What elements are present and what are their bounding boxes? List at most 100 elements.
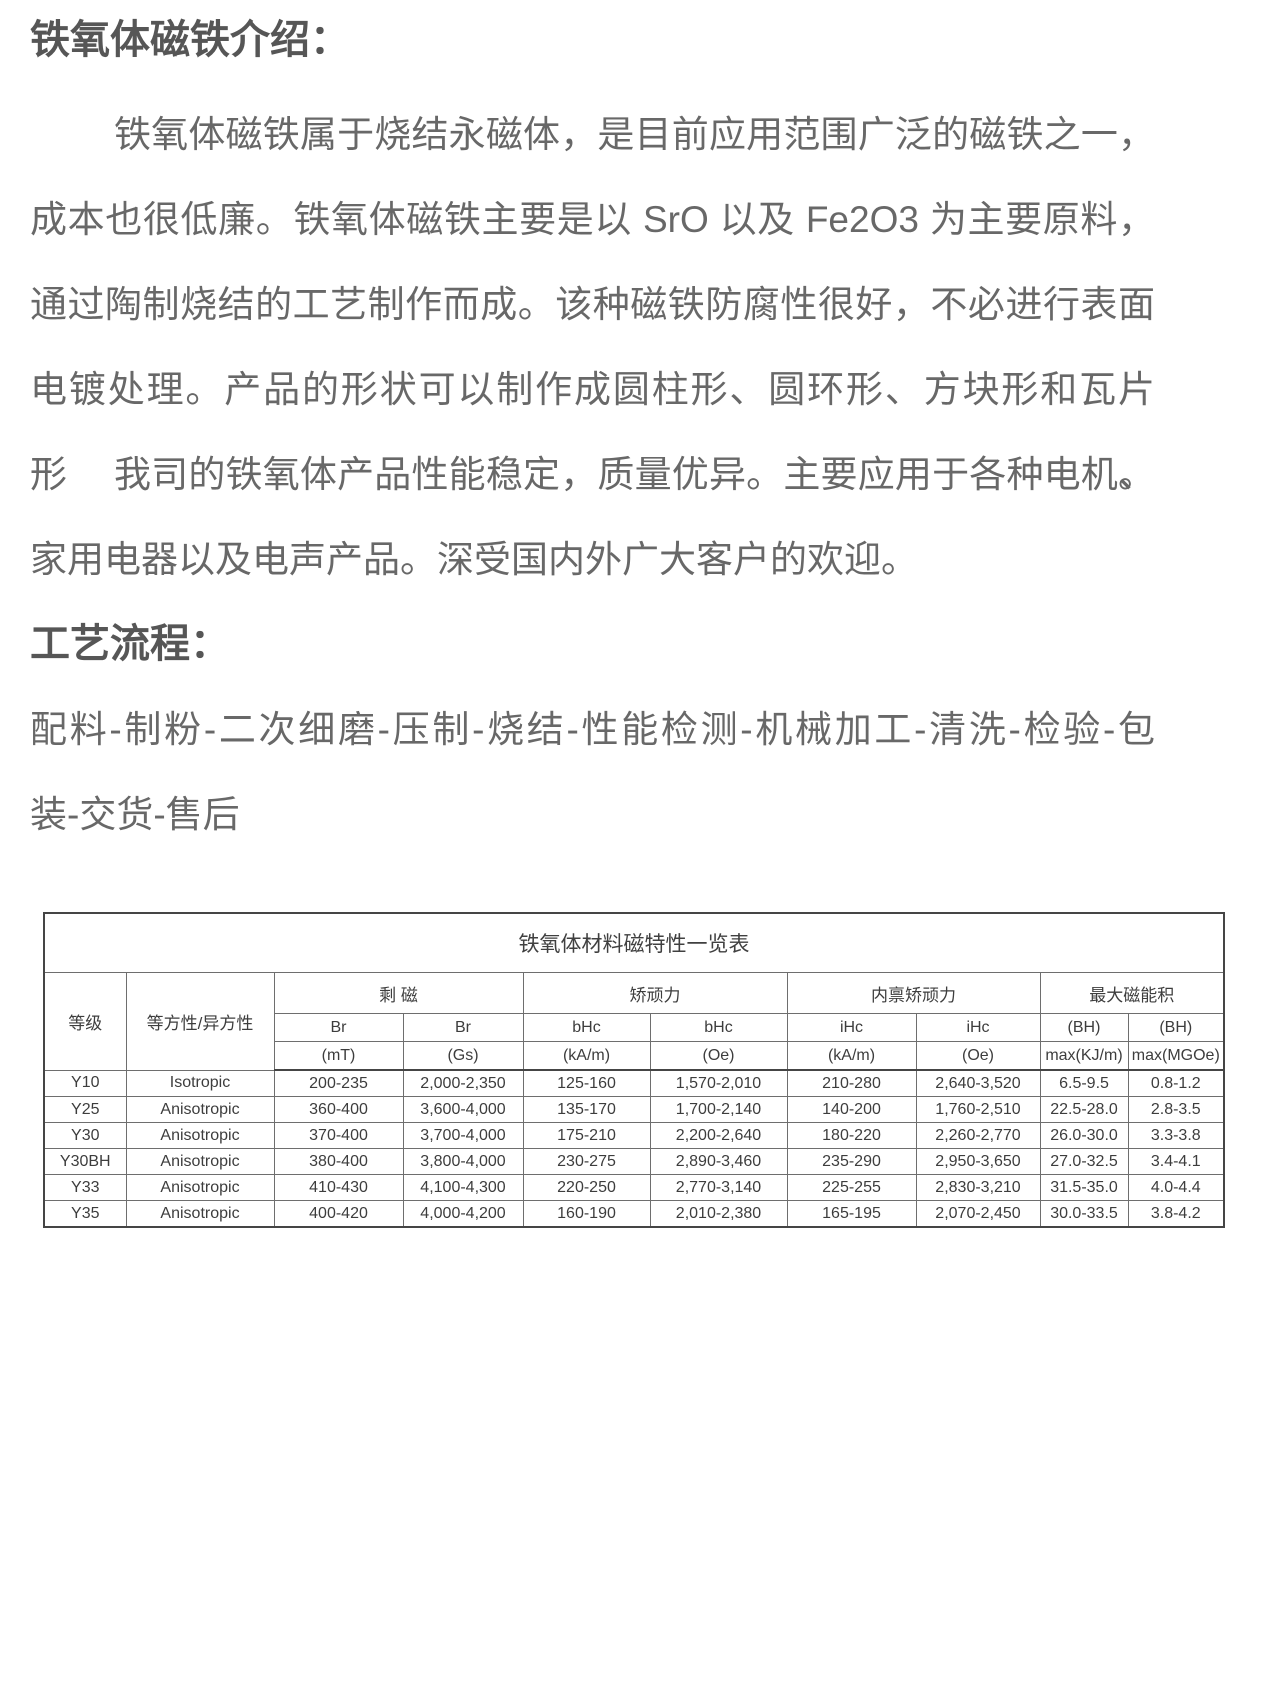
grade-cell: Y10 [43,1069,127,1097]
column-header: bHc [649,1013,788,1042]
value-cell: 400-420 [273,1200,404,1228]
value-cell: 380-400 [273,1148,404,1175]
value-cell: 140-200 [786,1096,917,1123]
table-row: Y30 Anisotropic 370-400 3,700-4,000 175-… [43,1122,1225,1149]
value-cell: 2,260-2,770 [915,1122,1041,1149]
value-cell: 125-160 [522,1069,651,1097]
ferrite-spec-table: 铁氧体材料磁特性一览表 等级 等方性/异方性 剩 磁 矫顽力 内禀矫顽力 最大磁… [43,912,1226,1228]
value-cell: 220-250 [522,1174,651,1201]
value-cell: 230-275 [522,1148,651,1175]
value-cell: 27.0-32.5 [1039,1148,1129,1175]
grade-cell: Y30BH [43,1148,127,1175]
value-cell: 4,000-4,200 [402,1200,524,1228]
table-row: Y30BH Anisotropic 380-400 3,800-4,000 23… [43,1148,1225,1175]
process-line: 装-交货-售后 [30,794,240,835]
paragraph-line: 我司的铁氧体产品性能稳定，质量优异。主要应用于各种电机、 [114,454,1155,495]
value-cell: 1,700-2,140 [649,1096,788,1123]
table-unit-header-row: (mT) (Gs) (kA/m) (Oe) (kA/m) (Oe) max(KJ… [44,1041,1225,1071]
value-cell: 3,700-4,000 [402,1122,524,1149]
process-line: 配料-制粉-二次细磨-压制-烧结-性能检测-机械加工-清洗-检验-包 [30,709,1155,750]
column-group-coercivity: 矫顽力 [522,972,788,1014]
column-group-intrinsic-coercivity: 内禀矫顽力 [786,972,1041,1014]
value-cell: 2,000-2,350 [402,1069,524,1097]
value-cell: 1,760-2,510 [915,1096,1041,1123]
value-cell: 175-210 [522,1122,651,1149]
value-cell: 135-170 [522,1096,651,1123]
company-paragraph: 我司的铁氧体产品性能稳定，质量优异。主要应用于各种电机、 家用电器以及电声产品。… [0,432,1287,602]
value-cell: 0.8-1.2 [1127,1069,1225,1097]
column-header: (BH) [1039,1013,1129,1042]
spec-table-wrapper: 铁氧体材料磁特性一览表 等级 等方性/异方性 剩 磁 矫顽力 内禀矫顽力 最大磁… [43,912,1287,1228]
paragraph-line: 电镀处理。产品的形状可以制作成圆柱形、圆环形、方块形和瓦片形。 [30,369,1155,495]
column-unit: (Gs) [402,1041,524,1071]
isotropy-cell: Anisotropic [125,1174,275,1201]
value-cell: 22.5-28.0 [1039,1096,1129,1123]
column-unit: (mT) [273,1041,404,1071]
paragraph-line: 通过陶制烧结的工艺制作而成。该种磁铁防腐性很好，不必进行表面 [30,284,1155,325]
grade-cell: Y35 [43,1200,127,1228]
value-cell: 2.8-3.5 [1127,1096,1225,1123]
column-header: bHc [522,1013,651,1042]
table-row: Y25 Anisotropic 360-400 3,600-4,000 135-… [43,1096,1225,1123]
column-unit: (Oe) [915,1041,1041,1071]
value-cell: 3.3-3.8 [1127,1122,1225,1149]
table-sub-header-row: Br Br bHc bHc iHc iHc (BH) (BH) [44,1013,1225,1042]
value-cell: 2,070-2,450 [915,1200,1041,1228]
value-cell: 30.0-33.5 [1039,1200,1129,1228]
isotropy-cell: Anisotropic [125,1148,275,1175]
paragraph-line: 家用电器以及电声产品。深受国内外广大客户的欢迎。 [30,539,918,580]
column-unit: max(KJ/m) [1039,1041,1129,1071]
intro-heading: 铁氧体磁铁介绍： [30,18,350,62]
value-cell: 200-235 [273,1069,404,1097]
value-cell: 3,800-4,000 [402,1148,524,1175]
column-header-isotropy: 等方性/异方性 [125,972,275,1071]
value-cell: 2,950-3,650 [915,1148,1041,1175]
value-cell: 2,010-2,380 [649,1200,788,1228]
grade-cell: Y30 [43,1122,127,1149]
isotropy-cell: Anisotropic [125,1122,275,1149]
intro-paragraph: 铁氧体磁铁属于烧结永磁体，是目前应用范围广泛的磁铁之一， 成本也很低廉。铁氧体磁… [0,92,1287,495]
value-cell: 165-195 [786,1200,917,1228]
column-header: iHc [786,1013,917,1042]
table-title: 铁氧体材料磁特性一览表 [43,912,1225,973]
table-group-header-row: 等级 等方性/异方性 剩 磁 矫顽力 内禀矫顽力 最大磁能积 [43,972,1225,1071]
table-row: Y10 Isotropic 200-235 2,000-2,350 125-16… [43,1069,1225,1097]
value-cell: 410-430 [273,1174,404,1201]
column-header: (BH) [1127,1013,1225,1042]
value-cell: 160-190 [522,1200,651,1228]
column-header: iHc [915,1013,1041,1042]
table-title-row: 铁氧体材料磁特性一览表 [43,912,1225,973]
column-group-remanence: 剩 磁 [273,972,524,1014]
column-unit: (Oe) [649,1041,788,1071]
value-cell: 210-280 [786,1069,917,1097]
paragraph-line: 成本也很低廉。铁氧体磁铁主要是以 SrO 以及 Fe2O3 为主要原料， [30,199,1155,240]
grade-cell: Y33 [43,1174,127,1201]
process-paragraph: 配料-制粉-二次细磨-压制-烧结-性能检测-机械加工-清洗-检验-包 装-交货-… [0,687,1287,857]
column-header: Br [273,1013,404,1042]
value-cell: 1,570-2,010 [649,1069,788,1097]
value-cell: 3.8-4.2 [1127,1200,1225,1228]
isotropy-cell: Anisotropic [125,1096,275,1123]
value-cell: 180-220 [786,1122,917,1149]
column-unit: (kA/m) [522,1041,651,1071]
value-cell: 2,890-3,460 [649,1148,788,1175]
column-header: Br [402,1013,524,1042]
process-heading: 工艺流程： [30,622,230,666]
column-unit: (kA/m) [786,1041,917,1071]
isotropy-cell: Isotropic [125,1069,275,1097]
grade-cell: Y25 [43,1096,127,1123]
value-cell: 225-255 [786,1174,917,1201]
value-cell: 26.0-30.0 [1039,1122,1129,1149]
column-header-grade: 等级 [43,972,127,1071]
column-group-max-energy-product: 最大磁能积 [1039,972,1225,1014]
value-cell: 31.5-35.0 [1039,1174,1129,1201]
value-cell: 2,200-2,640 [649,1122,788,1149]
table-row: Y33 Anisotropic 410-430 4,100-4,300 220-… [43,1174,1225,1201]
value-cell: 6.5-9.5 [1039,1069,1129,1097]
value-cell: 360-400 [273,1096,404,1123]
value-cell: 3.4-4.1 [1127,1148,1225,1175]
value-cell: 2,830-3,210 [915,1174,1041,1201]
column-unit: max(MGOe) [1127,1041,1225,1071]
value-cell: 4,100-4,300 [402,1174,524,1201]
